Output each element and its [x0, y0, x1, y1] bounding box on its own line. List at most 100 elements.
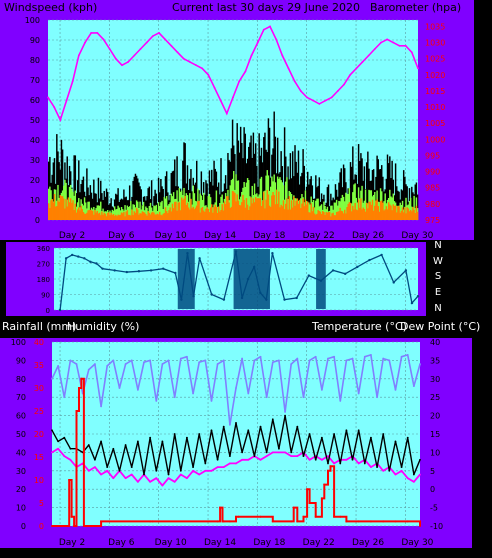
- direction-point: [137, 270, 141, 273]
- wind-low-bar: [86, 212, 88, 220]
- wind-low-bar: [378, 211, 381, 220]
- compass-label: N: [434, 240, 441, 251]
- wind-low-bar: [231, 190, 234, 220]
- dewpoint-point: [173, 480, 176, 483]
- wind-low-bar: [263, 191, 265, 220]
- wind-low-bar: [162, 213, 164, 220]
- wind-low-bar: [275, 189, 278, 220]
- wind-average-bar: [115, 209, 117, 220]
- humidity-point: [143, 361, 145, 364]
- direction-point: [77, 255, 80, 258]
- wind-gust-bar: [147, 188, 149, 220]
- wind-low-bar: [346, 207, 348, 220]
- rainfall-point: [82, 525, 85, 527]
- dewpoint-point: [400, 469, 403, 472]
- dewpoint-point: [308, 458, 311, 461]
- wind-low-bar: [224, 203, 227, 220]
- direction-point: [259, 291, 262, 294]
- wind-gust-bar: [362, 180, 364, 220]
- dewpoint-point: [228, 462, 231, 465]
- wind-top-band: [48, 0, 418, 20]
- wind-low-bar: [286, 198, 288, 220]
- dewpoint-point: [235, 462, 237, 465]
- wind-gust-bar: [387, 163, 390, 220]
- barometer-point: [158, 32, 160, 34]
- barometer-point: [108, 48, 111, 50]
- humidity-tick-label: 60: [16, 412, 26, 421]
- humidity-point: [210, 399, 213, 402]
- wind-low-bar: [362, 207, 364, 220]
- wind-gust-bar: [125, 196, 127, 220]
- wind-low-bar: [399, 212, 401, 220]
- barometer-point: [213, 86, 216, 89]
- wind-low-bar: [105, 216, 108, 220]
- direction-point: [283, 298, 286, 301]
- wind-gust-bar: [95, 193, 97, 220]
- wind-low-bar: [72, 200, 74, 220]
- direction-point: [149, 269, 153, 272]
- wind-low-bar: [355, 209, 358, 220]
- wind-low-bar: [185, 205, 188, 220]
- wind-average-bar: [208, 193, 211, 220]
- wind-low-bar: [126, 210, 129, 220]
- direction-point: [198, 257, 201, 260]
- wind-low-bar: [393, 205, 396, 220]
- dewpoint-point: [136, 480, 139, 483]
- wind-low-bar: [367, 208, 369, 220]
- temperature-point: [57, 440, 60, 443]
- humidity-point: [370, 353, 372, 356]
- wind-low-bar: [324, 214, 326, 220]
- humidity-point: [296, 357, 299, 360]
- wind-low-bar: [370, 204, 373, 220]
- wind-gust-bar: [377, 159, 379, 220]
- wind-average-bar: [253, 183, 256, 220]
- wind-low-bar: [241, 202, 243, 220]
- wind-low-bar: [213, 207, 215, 220]
- wind-low-bar: [377, 206, 379, 220]
- temperature-point: [136, 440, 139, 443]
- wind-gust-bar: [327, 184, 330, 220]
- humidity-point: [149, 359, 152, 362]
- temperature-point: [222, 425, 225, 428]
- wind-gust-bar: [182, 160, 184, 220]
- wind-low-bar: [266, 190, 268, 220]
- direction-point: [416, 295, 420, 298]
- wind-gust-bar: [397, 190, 399, 220]
- wind-low-bar: [201, 206, 204, 220]
- direction-point: [174, 271, 177, 275]
- temperature-point: [228, 455, 231, 457]
- dewpoint-point: [271, 451, 274, 454]
- wind-average-bar: [281, 182, 284, 220]
- temp-right-axis-band: [420, 338, 472, 548]
- humidity-point: [216, 363, 219, 365]
- wind-low-bar: [369, 201, 371, 220]
- wind-average-bar: [340, 198, 342, 220]
- wind-average-bar: [285, 181, 287, 220]
- wind-gust-bar: [117, 188, 119, 220]
- wind-low-bar: [89, 209, 92, 220]
- dewpoint-point: [333, 462, 336, 465]
- wind-low-bar: [94, 210, 96, 220]
- wind-gust-bar: [52, 162, 55, 220]
- humidity-point: [302, 396, 305, 399]
- wind-average-bar: [111, 209, 114, 220]
- wind-low-bar: [341, 211, 344, 220]
- barometer-series: [47, 25, 419, 123]
- wind-gust-bar: [254, 143, 257, 220]
- rainfall-point: [406, 520, 409, 523]
- wind-low-bar: [264, 208, 266, 220]
- wind-gust-bar: [303, 165, 305, 220]
- dewpoint-point: [345, 458, 348, 461]
- direction-point: [253, 265, 256, 269]
- wind-gust-bar: [385, 178, 388, 220]
- temperature-tick-label: 5: [430, 467, 435, 476]
- wind-low-bar: [49, 207, 51, 220]
- wind-low-bar: [102, 214, 104, 220]
- temperature-point: [124, 444, 127, 446]
- wind-low-bar: [164, 207, 167, 220]
- wind-gust-bar: [212, 185, 214, 220]
- rainfall-tick-label: 5: [39, 499, 44, 508]
- dewpoint-point: [419, 473, 421, 476]
- wind-low-bar: [216, 212, 219, 220]
- wind-average-bar: [130, 200, 132, 220]
